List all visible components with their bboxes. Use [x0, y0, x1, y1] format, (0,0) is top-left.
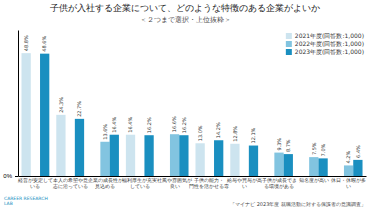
x-tick-label: 給与や賞与が高い [226, 177, 262, 189]
subtitle: ＜２つまで選択・上位抜粋＞ [140, 16, 231, 24]
bar [170, 134, 179, 176]
x-tick: 本人の希望や意志に沿っている [53, 177, 88, 189]
y-tick-mark [15, 176, 18, 177]
data-label: 13.0% [197, 125, 203, 141]
x-tick-label: 社風や雰囲気が良い [157, 177, 193, 189]
x-tick: 給与や賞与が高い [226, 177, 262, 189]
bar [144, 135, 153, 176]
data-label: 16.6% [171, 116, 177, 132]
bar [353, 160, 362, 176]
y-tick-label: 0% [3, 173, 12, 179]
series-bars [40, 54, 362, 176]
data-label: 48.6% [41, 36, 47, 52]
y-tick: 0% [3, 173, 18, 179]
bar [21, 53, 30, 176]
x-tick-label: 企業の成長性が見込める [88, 177, 124, 189]
bar [110, 135, 119, 176]
legend-label: 2021年度(回答数:1,000) [295, 32, 364, 39]
bar [179, 135, 188, 176]
series-bars [21, 53, 239, 176]
bar [195, 143, 204, 176]
legend-swatch [286, 49, 292, 55]
bar [214, 140, 223, 176]
data-label: 24.3% [58, 97, 64, 113]
x-tick-label: 本人の希望や意志に沿っている [53, 177, 88, 189]
data-label: 4.2% [345, 150, 351, 163]
data-label: 7.5% [311, 142, 317, 155]
data-label: 12.8% [232, 126, 238, 142]
data-label: 16.2% [146, 117, 152, 133]
x-tick-label: 子供の能力・門性を活かせる専 [189, 177, 229, 189]
data-label: 9.3% [276, 138, 282, 151]
legend-label: 2022年度(回答数:1,000) [295, 40, 364, 47]
chart: 子供が入社する企業について、どのような特徴のある企業がよいか ＜２つまで選択・上位… [0, 0, 370, 212]
data-label: 13.6% [102, 124, 108, 140]
bar [100, 142, 109, 176]
y-axis: 0% [3, 31, 18, 180]
bar [40, 54, 49, 176]
legend: 2021年度(回答数:1,000)2022年度(回答数:1,000)2023年度… [286, 32, 364, 55]
bars [21, 53, 362, 176]
legend-item: 2022年度(回答数:1,000) [286, 40, 364, 47]
bar [75, 119, 84, 176]
bar [284, 154, 293, 176]
data-label: 16.4% [127, 117, 133, 133]
data-label: 14.2% [215, 122, 221, 138]
bar [230, 144, 239, 176]
x-tick-label: 知名度が高い [299, 177, 329, 183]
source: 「マイナビ 2023年度 就職活動に対する保護者の意識調査」 [230, 201, 366, 207]
y-axis-line [18, 31, 19, 177]
bar [318, 158, 327, 176]
x-tick-label: 経営が安定している [17, 177, 53, 189]
bar [56, 115, 65, 176]
logo-text: CAREER RESEARCHLAB [4, 196, 48, 206]
x-tick: 福利厚生が充実している [122, 177, 157, 189]
legend-swatch [286, 33, 292, 39]
title: 子供が入社する企業について、どのような特徴のある企業がよいか [50, 3, 320, 13]
x-tick: 社風や雰囲気が良い [157, 177, 193, 189]
bar [274, 153, 283, 176]
legend-label: 2023年度(回答数:1,000) [295, 48, 364, 55]
bar [309, 157, 318, 176]
x-axis: 経営が安定している本人の希望や意志に沿っている企業の成長性が見込める福利厚生が充… [17, 177, 367, 189]
x-tick-label: 子供が成長できる環境がある [262, 177, 297, 189]
x-tick: 企業の成長性が見込める [88, 177, 124, 189]
bar [249, 146, 258, 176]
series-bars [100, 134, 353, 176]
x-axis-line [19, 176, 367, 177]
x-tick: 経営が安定している [17, 177, 53, 189]
x-tick-label: 福利厚生が充実している [122, 177, 157, 189]
data-label: 48.8% [23, 35, 29, 51]
data-label: 22.7% [76, 101, 82, 117]
x-tick: 子供が成長できる環境がある [262, 177, 297, 189]
data-label: 12.1% [250, 127, 256, 143]
data-label: 6.4% [355, 145, 361, 158]
data-label: 8.7% [285, 139, 291, 152]
x-tick: 子供の能力・門性を活かせる専 [189, 177, 229, 189]
data-label: 16.2% [181, 117, 187, 133]
bar [344, 165, 353, 176]
legend-swatch [286, 41, 292, 47]
data-label: 16.4% [111, 117, 117, 133]
x-tick: 知名度が高い [299, 177, 329, 183]
x-tick: 休日・休暇が多い [331, 177, 366, 189]
legend-item: 2023年度(回答数:1,000) [286, 48, 364, 55]
bar [126, 135, 135, 176]
x-tick-label: 休日・休暇が多い [331, 177, 366, 189]
legend-item: 2021年度(回答数:1,000) [286, 32, 364, 39]
data-label: 7.0% [320, 143, 326, 156]
